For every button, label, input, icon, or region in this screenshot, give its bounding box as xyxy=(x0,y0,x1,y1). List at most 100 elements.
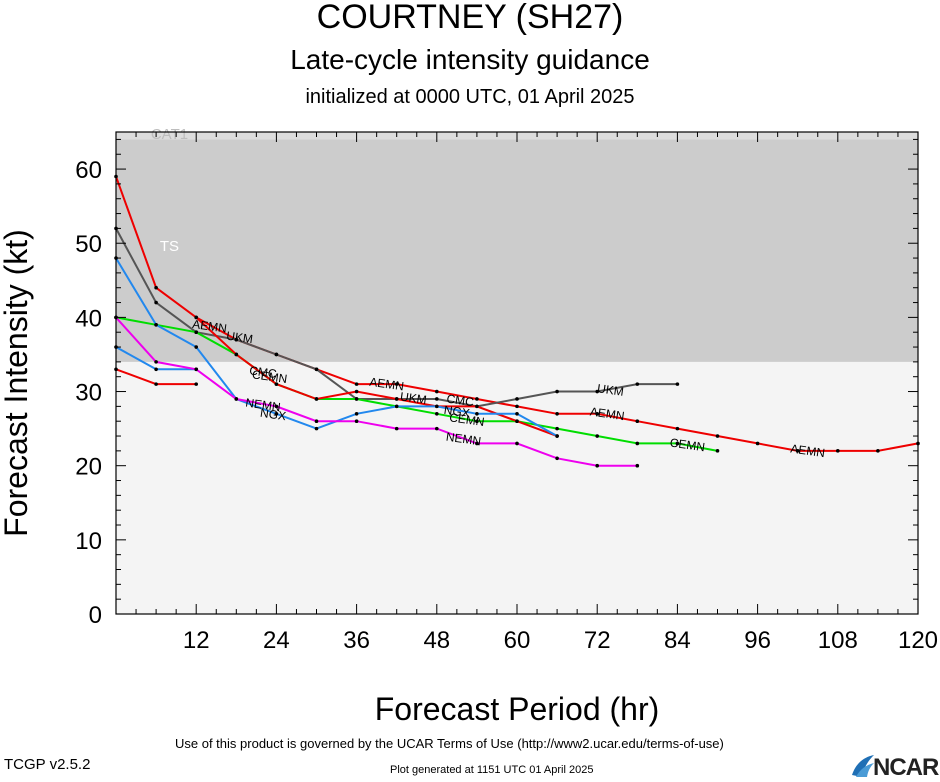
data-point-ngx xyxy=(354,411,359,416)
y-tick-label: 20 xyxy=(75,454,102,481)
data-point-cmc xyxy=(394,397,399,401)
series-label: CMC xyxy=(446,392,475,410)
series-line-cemn xyxy=(115,316,718,452)
data-point-nemn xyxy=(154,360,158,364)
x-tick-label: 12 xyxy=(183,627,210,654)
data-point-cemn xyxy=(675,441,680,446)
data-point-ngx xyxy=(274,411,279,416)
data-point-cmc xyxy=(194,382,198,386)
data-point-cemn xyxy=(595,434,599,438)
series-label: UKM xyxy=(596,381,624,399)
series-line-nemn xyxy=(115,316,638,467)
band-label: CAT1 xyxy=(151,126,188,143)
generated-time: Plot generated at 1151 UTC 01 April 2025 xyxy=(390,764,594,776)
data-point-ukm xyxy=(234,337,239,342)
ncar-logo-text: NCAR xyxy=(873,754,939,781)
data-point-ukm xyxy=(435,397,439,401)
chart-init-time: initialized at 0000 UTC, 01 April 2025 xyxy=(305,86,635,108)
data-point-ukm xyxy=(314,367,319,372)
x-tick-label: 36 xyxy=(343,627,370,654)
data-point-nemn xyxy=(635,463,640,468)
data-point-aemn xyxy=(675,426,680,431)
data-point-aemn xyxy=(755,441,760,446)
x-tick-label: 108 xyxy=(818,627,858,654)
series-label: AEMN xyxy=(369,375,405,394)
data-point-ngx xyxy=(515,411,519,416)
data-point-ngx xyxy=(394,404,399,409)
data-point-nemn xyxy=(515,441,519,446)
data-point-cmc xyxy=(274,382,279,386)
data-point-aemn xyxy=(515,404,519,409)
data-point-cmc xyxy=(314,397,319,401)
data-point-ngx xyxy=(475,411,479,416)
data-point-aemn xyxy=(715,434,720,438)
data-point-ukm xyxy=(515,397,519,401)
x-tick-label: 84 xyxy=(664,627,691,654)
data-point-aemn xyxy=(555,411,559,416)
data-point-ngx xyxy=(314,426,319,431)
data-point-cmc xyxy=(475,404,479,409)
series-label: CEMN xyxy=(251,367,288,386)
data-point-cemn xyxy=(194,330,198,335)
chart-subtitle: Late-cycle intensity guidance xyxy=(290,44,650,75)
x-axis-label: Forecast Period (hr) xyxy=(375,691,660,727)
data-point-aemn xyxy=(836,449,840,453)
data-point-nemn xyxy=(234,397,239,401)
series-label: NEMN xyxy=(445,430,482,449)
data-point-cemn xyxy=(715,449,720,453)
data-point-ngx xyxy=(555,434,559,438)
data-point-cmc xyxy=(515,419,519,424)
data-point-nemn xyxy=(595,463,599,468)
y-tick-label: 30 xyxy=(75,380,102,407)
data-point-nemn xyxy=(354,419,359,424)
y-axis-label: Forecast Intensity (kt) xyxy=(0,229,34,537)
data-point-aemn xyxy=(154,285,158,290)
data-point-aemn xyxy=(354,382,359,386)
data-point-nemn xyxy=(435,426,439,431)
data-point-ukm xyxy=(555,389,559,394)
data-point-aemn xyxy=(595,411,599,416)
data-point-aemn xyxy=(475,397,479,401)
data-point-nemn xyxy=(314,419,319,424)
data-point-cmc xyxy=(154,382,158,386)
data-point-cemn xyxy=(435,411,439,416)
data-point-nemn xyxy=(475,441,479,446)
series-label: NEMN xyxy=(245,395,282,414)
series-label: AEMN xyxy=(589,404,625,423)
x-tick-label: 24 xyxy=(263,627,290,654)
y-tick-label: 50 xyxy=(75,231,102,258)
data-point-cmc xyxy=(354,389,359,394)
x-tick-label: 96 xyxy=(744,627,771,654)
terms-notice: Use of this product is governed by the U… xyxy=(175,736,724,751)
series-label: CEMN xyxy=(448,410,485,429)
series-label: UKM xyxy=(399,389,427,407)
series-label: NGX xyxy=(443,403,471,420)
data-point-nemn xyxy=(555,456,559,461)
data-point-cemn xyxy=(635,441,640,446)
ncar-logo-mark xyxy=(852,755,874,777)
series-label: CEMN xyxy=(669,436,706,455)
data-point-cemn xyxy=(475,419,479,424)
data-point-ngx xyxy=(154,323,158,327)
ts-band xyxy=(116,139,918,362)
y-tick-label: 60 xyxy=(75,157,102,184)
data-point-aemn xyxy=(435,389,439,394)
chart-title: COURTNEY (SH27) xyxy=(316,0,624,36)
data-point-aemn xyxy=(876,449,880,453)
x-tick-label: 48 xyxy=(423,627,450,654)
data-point-cmc xyxy=(234,352,239,357)
x-tick-label: 60 xyxy=(504,627,531,654)
version-label: TCGP v2.5.2 xyxy=(4,756,91,773)
data-point-nemn xyxy=(194,367,198,372)
y-tick-label: 40 xyxy=(75,305,102,332)
y-tick-label: 0 xyxy=(89,602,102,629)
data-point-cemn xyxy=(555,426,559,431)
series-label: AEMN xyxy=(790,442,826,461)
series-label: AEMN xyxy=(191,317,227,336)
y-tick-label: 10 xyxy=(75,528,102,555)
data-point-ngx xyxy=(154,367,158,372)
series-label: CMC xyxy=(249,363,278,381)
data-point-ukm xyxy=(154,300,158,305)
data-point-ukm xyxy=(675,382,680,386)
